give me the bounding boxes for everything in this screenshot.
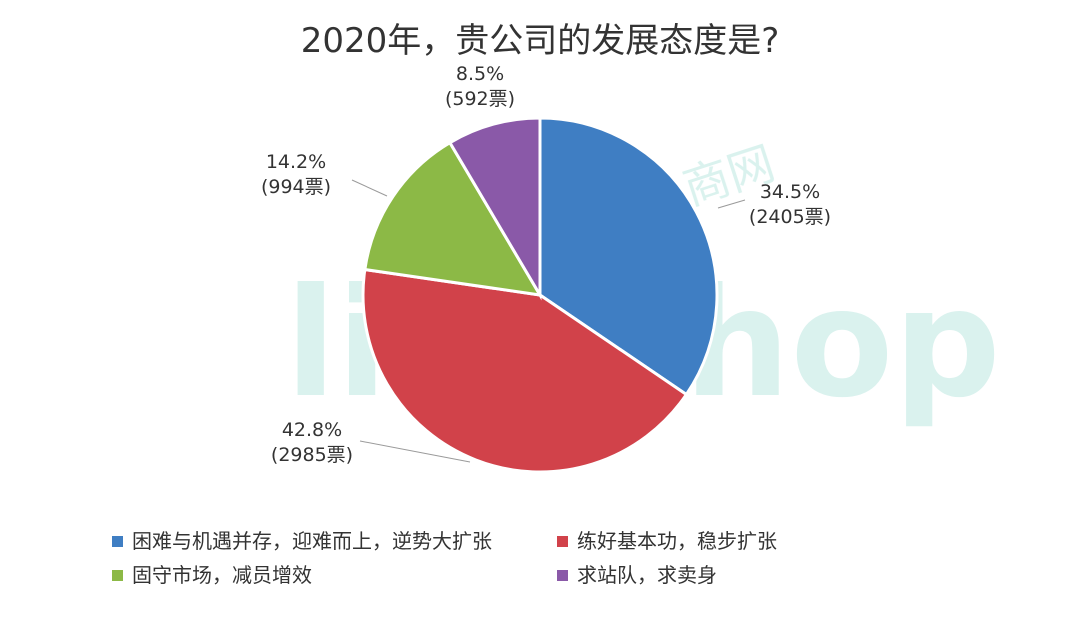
pie-slice xyxy=(538,116,719,397)
slice-count-label: (994票) xyxy=(261,176,331,198)
legend-label: 困难与机遇并存，迎难而上，逆势大扩张 xyxy=(132,529,492,553)
pie-slice xyxy=(361,267,689,474)
slice-percent-label: 8.5% xyxy=(456,63,504,85)
pie-slice xyxy=(447,116,542,301)
slice-count-label: (2985票) xyxy=(271,444,353,466)
pie-slices xyxy=(361,116,719,474)
legend-label: 求站队，求卖身 xyxy=(577,563,717,587)
pie-slice xyxy=(363,140,543,297)
legend-swatch xyxy=(112,570,123,581)
slice-percent-label: 42.8% xyxy=(282,419,342,441)
data-labels: 34.5% (2405票) 42.8% (2985票) 14.2% (994票) 8.5% (… xyxy=(261,63,831,466)
legend-label: 固守市场，减员增效 xyxy=(132,563,312,587)
legend-swatch xyxy=(557,536,568,547)
slice-count-label: (592票) xyxy=(445,88,515,110)
legend-swatch xyxy=(112,536,123,547)
leader-line xyxy=(717,199,746,209)
legend-label: 练好基本功，稳步扩张 xyxy=(577,529,777,553)
leader-lines xyxy=(351,179,746,463)
slice-percent-label: 14.2% xyxy=(266,151,326,173)
chart-title: 2020年，贵公司的发展态度是? xyxy=(301,21,780,61)
leader-line xyxy=(351,179,388,197)
legend-swatch xyxy=(557,570,568,581)
slice-percent-label: 34.5% xyxy=(760,181,820,203)
slice-count-label: (2405票) xyxy=(749,206,831,228)
leader-line xyxy=(359,440,471,463)
